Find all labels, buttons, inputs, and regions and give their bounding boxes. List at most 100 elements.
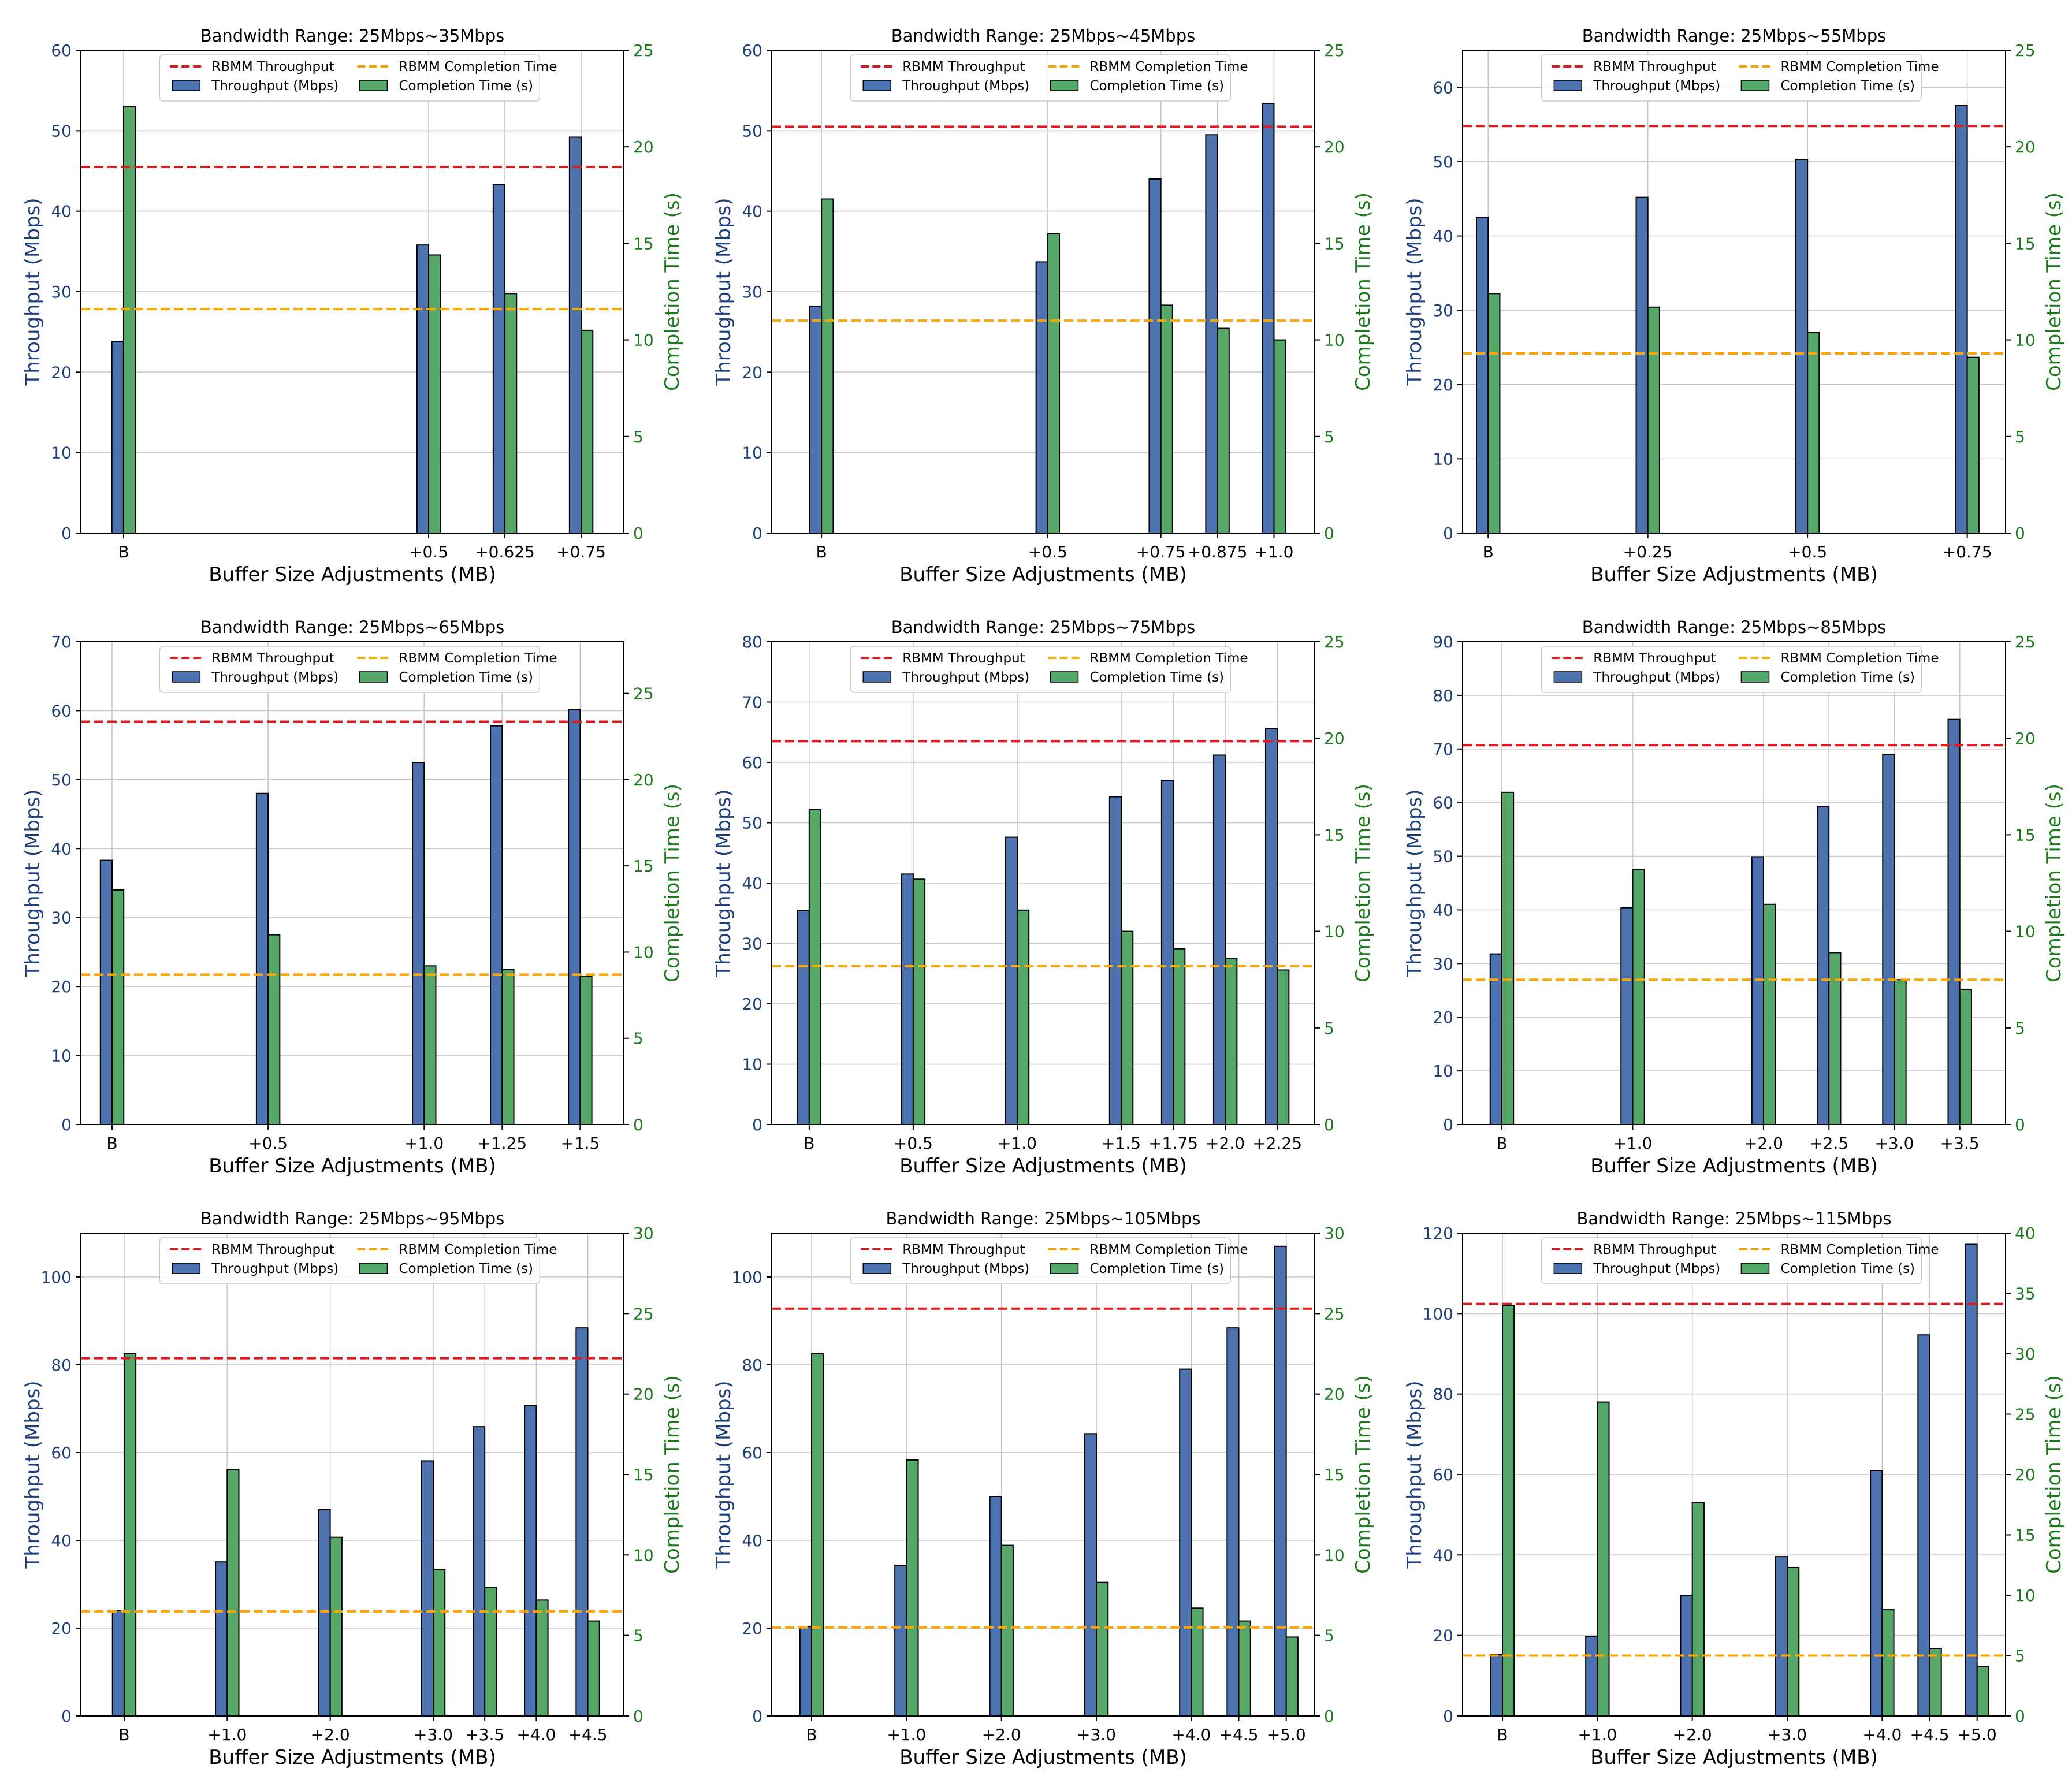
right-tick-label: 10 (633, 1546, 654, 1565)
left-tick-label: 10 (51, 1047, 72, 1066)
completion-time-bar (1894, 979, 1907, 1126)
left-axis-title: Throughput (Mbps) (712, 789, 735, 977)
legend-label-rbmm-throughput: RBMM Throughput (902, 59, 1025, 75)
chart-panel-7: 0 20 40 60 80 100 0 5 10 15 20 25 30 B +1.0 +2.0 +3.0 +3.… (0, 1183, 691, 1774)
x-axis-title: Buffer Size Adjustments (MB) (1590, 1746, 1878, 1769)
x-tick-label: +3.0 (1077, 1725, 1116, 1744)
x-tick-label: B (1483, 542, 1494, 561)
throughput-bar (575, 1327, 589, 1717)
x-tick-label: +1.25 (477, 1134, 527, 1153)
legend-swatch-throughput (1553, 80, 1583, 91)
chart-panel-4: 0 10 20 30 40 50 60 70 0 5 10 15 20 25 B +0.5 +1.0 +1.25 +… (0, 591, 691, 1183)
right-axis-title: Completion Time (s) (2043, 784, 2066, 982)
left-tick-label: 30 (1433, 954, 1453, 973)
right-tick-label: 0 (2015, 1707, 2025, 1726)
left-tick-label: 70 (742, 693, 762, 712)
right-tick-label: 0 (2015, 1115, 2025, 1134)
right-tick-label: 5 (2015, 1019, 2025, 1038)
x-tick-label: +0.5 (1028, 542, 1067, 561)
completion-time-bar (1096, 1581, 1109, 1717)
left-axis: 0 10 20 30 40 50 60 (742, 41, 772, 543)
chart-panel-8: 0 20 40 60 80 100 0 5 10 15 20 25 30 B +1.0 +2.0 +3.0 +4.… (691, 1183, 1382, 1774)
chart-panel-9: 0 20 40 60 80 100 120 0 5 10 15 20 25 30 35 40 B +1.0 +2.0… (1382, 1183, 2072, 1774)
right-axis: 0 5 10 15 20 25 30 35 40 (2006, 1224, 2036, 1726)
throughput-bar (1476, 217, 1489, 534)
legend-box (850, 54, 1232, 102)
right-tick-label: 15 (633, 857, 654, 876)
completion-time-bar (1225, 958, 1238, 1126)
left-tick-label: 50 (742, 121, 762, 140)
left-tick-label: 0 (61, 1707, 72, 1726)
throughput-bar (1955, 105, 1968, 534)
left-tick-label: 20 (742, 995, 762, 1014)
completion-time-bar (1762, 903, 1776, 1125)
throughput-bar (524, 1405, 537, 1717)
plot-frame (1462, 50, 2006, 534)
right-tick-label: 15 (1324, 234, 1345, 253)
completion-time-bar (821, 198, 834, 534)
chart-title: Bandwidth Range: 25Mbps~35Mbps (200, 26, 505, 46)
left-tick-label: 20 (51, 977, 72, 996)
right-axis: 0 5 10 15 20 25 30 (1315, 1224, 1345, 1726)
legend-label-rbmm-throughput: RBMM Throughput (211, 1242, 334, 1257)
x-tick-label: B (803, 1134, 814, 1153)
throughput-bar (901, 873, 914, 1125)
completion-time-bar (906, 1459, 919, 1717)
throughput-bar (1795, 159, 1809, 534)
completion-time-bar (123, 1353, 137, 1717)
chart-title: Bandwidth Range: 25Mbps~95Mbps (200, 1209, 505, 1228)
right-tick-label: 10 (1324, 922, 1345, 941)
left-tick-label: 30 (51, 282, 72, 301)
right-tick-label: 0 (633, 524, 643, 543)
left-axis-title: Throughput (Mbps) (1403, 789, 1426, 977)
left-tick-label: 80 (1433, 1385, 1453, 1404)
throughput-bar (255, 792, 269, 1125)
completion-time-bar (329, 1536, 343, 1717)
left-axis: 0 20 40 60 80 100 (732, 1268, 772, 1726)
chart-panel-6: 0 10 20 30 40 50 60 70 80 90 0 5 10 15 20 25 B +1.0 +2.0 +2… (1382, 591, 2072, 1183)
completion-time-bar (122, 105, 136, 534)
x-axis: B +1.0 +2.0 +2.5 +3.0 +3.5 (1496, 1125, 1980, 1153)
chart-title: Bandwidth Range: 25Mbps~65Mbps (200, 617, 505, 637)
x-tick-label: +2.0 (1673, 1725, 1712, 1744)
throughput-bar (492, 184, 506, 534)
right-tick-label: 35 (2015, 1284, 2036, 1304)
right-tick-label: 10 (633, 331, 654, 350)
left-tick-label: 10 (1433, 1062, 1453, 1081)
right-axis-title: Completion Time (s) (661, 1375, 684, 1574)
throughput-bar (1148, 178, 1162, 534)
left-tick-label: 90 (1433, 632, 1453, 651)
left-tick-label: 0 (1443, 524, 1453, 543)
throughput-bar (416, 244, 430, 534)
left-axis: 0 10 20 30 40 50 60 (51, 41, 81, 543)
left-tick-label: 20 (1433, 375, 1453, 394)
right-tick-label: 25 (633, 684, 654, 703)
right-tick-label: 20 (633, 137, 654, 157)
completion-time-bar (1966, 356, 1980, 534)
right-tick-label: 40 (2015, 1224, 2036, 1243)
left-tick-label: 80 (742, 632, 762, 651)
plot-frame (1462, 641, 2006, 1125)
right-tick-label: 25 (633, 41, 654, 60)
chart-panel-2: 0 10 20 30 40 50 60 0 5 10 15 20 25 B +0.5 +0.75 +0.875 +… (691, 0, 1382, 591)
legend-label-rbmm-completion-time: RBMM Completion Time (1089, 651, 1248, 666)
completion-time-bar (504, 293, 518, 534)
left-tick-label: 80 (51, 1356, 72, 1375)
x-tick-label: +1.0 (404, 1134, 444, 1153)
x-tick-label: B (118, 1725, 129, 1744)
completion-time-bar (1881, 1609, 1895, 1717)
legend-swatch-completion-time (1740, 80, 1770, 91)
x-axis-title: Buffer Size Adjustments (MB) (209, 1746, 496, 1769)
right-axis: 0 5 10 15 20 25 (1315, 632, 1345, 1134)
throughput-bar (1620, 907, 1634, 1125)
left-tick-label: 10 (742, 444, 762, 463)
left-tick-label: 0 (752, 524, 762, 543)
legend-swatch-completion-time (1050, 1263, 1079, 1274)
x-tick-label: B (106, 1134, 117, 1153)
legend-label-rbmm-throughput: RBMM Throughput (211, 59, 334, 75)
left-tick-label: 40 (51, 202, 72, 221)
right-tick-label: 5 (633, 1029, 643, 1048)
completion-time-bar (587, 1620, 600, 1717)
left-tick-label: 60 (51, 41, 72, 60)
right-tick-label: 25 (1324, 1304, 1345, 1323)
